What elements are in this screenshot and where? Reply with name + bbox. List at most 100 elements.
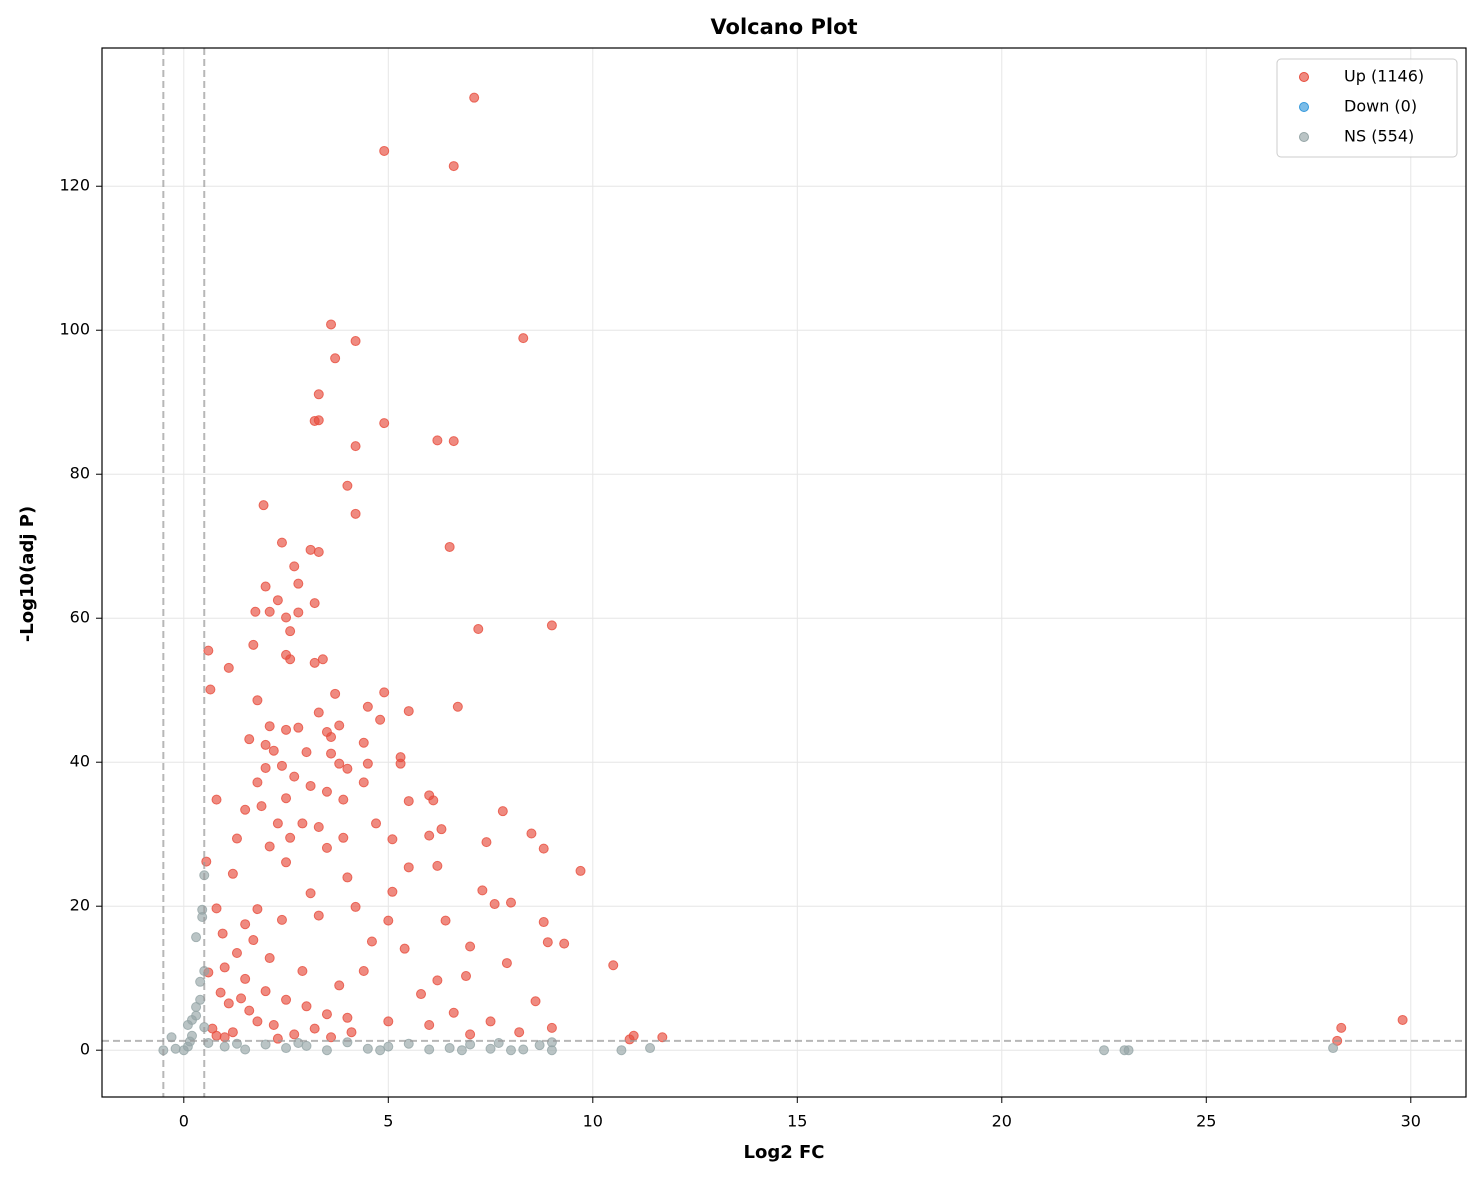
- point: [313, 910, 324, 921]
- legend-marker: [1299, 72, 1309, 82]
- point: [538, 917, 549, 928]
- point: [219, 962, 230, 973]
- legend-box: [1276, 58, 1458, 158]
- point: [191, 932, 202, 943]
- point: [497, 806, 508, 817]
- point: [350, 441, 361, 452]
- point: [1328, 1043, 1339, 1054]
- point: [505, 897, 516, 908]
- point: [456, 1045, 467, 1056]
- point: [252, 904, 263, 915]
- point: [313, 415, 324, 426]
- point: [276, 760, 287, 771]
- point: [285, 626, 296, 637]
- point: [485, 1016, 496, 1027]
- point: [383, 1041, 394, 1052]
- point: [248, 639, 259, 650]
- plot-frame: [101, 47, 1467, 1098]
- legend-label: Down (0): [1344, 97, 1417, 116]
- point: [514, 1027, 525, 1038]
- point: [313, 822, 324, 833]
- point: [305, 888, 316, 899]
- point: [350, 508, 361, 519]
- point: [276, 537, 287, 548]
- point: [395, 758, 406, 769]
- point: [309, 657, 320, 668]
- point: [313, 707, 324, 718]
- point: [240, 919, 251, 930]
- point: [330, 353, 341, 364]
- x-tick-label: 5: [383, 1112, 393, 1131]
- point: [240, 973, 251, 984]
- point: [227, 1027, 238, 1038]
- point: [403, 706, 414, 717]
- point: [201, 856, 212, 867]
- x-tick-label: 30: [1401, 1112, 1421, 1131]
- point: [264, 841, 275, 852]
- point: [293, 607, 304, 618]
- legend-marker: [1299, 132, 1309, 142]
- point: [645, 1043, 656, 1054]
- point: [432, 860, 443, 871]
- point: [379, 418, 390, 429]
- point: [231, 948, 242, 959]
- point: [1099, 1045, 1110, 1056]
- point: [281, 1043, 292, 1054]
- point: [326, 732, 337, 743]
- point: [197, 912, 208, 923]
- point: [272, 818, 283, 829]
- point: [309, 1023, 320, 1034]
- point: [358, 966, 369, 977]
- point: [485, 1043, 496, 1054]
- point: [338, 794, 349, 805]
- point: [313, 546, 324, 557]
- point: [205, 684, 216, 695]
- point: [326, 748, 337, 759]
- point: [534, 1040, 545, 1051]
- point: [440, 915, 451, 926]
- point: [657, 1032, 668, 1043]
- point: [350, 901, 361, 912]
- y-tick-label: 60: [70, 608, 90, 627]
- point: [436, 824, 447, 835]
- point: [305, 780, 316, 791]
- x-tick-label: 0: [179, 1112, 189, 1131]
- point: [301, 1040, 312, 1051]
- point: [240, 1044, 251, 1055]
- point: [489, 899, 500, 910]
- point: [281, 612, 292, 623]
- point: [624, 1034, 635, 1045]
- legend-label: NS (554): [1344, 127, 1414, 146]
- point: [248, 935, 259, 946]
- point: [289, 771, 300, 782]
- point: [281, 724, 292, 735]
- point: [416, 989, 427, 1000]
- point: [227, 868, 238, 879]
- point: [256, 801, 267, 812]
- plot-area: [158, 92, 1408, 1056]
- point: [252, 695, 263, 706]
- point: [505, 1045, 516, 1056]
- point: [403, 862, 414, 873]
- point: [293, 578, 304, 589]
- point: [264, 953, 275, 964]
- point: [321, 842, 332, 853]
- point: [334, 758, 345, 769]
- point: [211, 1030, 222, 1041]
- point: [285, 832, 296, 843]
- point: [301, 747, 312, 758]
- point: [530, 996, 541, 1007]
- y-axis-label: -Log10(adj P): [17, 506, 38, 642]
- point: [321, 1009, 332, 1020]
- point: [219, 1041, 230, 1052]
- point: [258, 500, 269, 511]
- point: [432, 975, 443, 986]
- point: [260, 581, 271, 592]
- point: [358, 777, 369, 788]
- point: [252, 777, 263, 788]
- point: [448, 1007, 459, 1018]
- point: [309, 598, 320, 609]
- point: [244, 734, 255, 745]
- point: [260, 762, 271, 773]
- y-tick-label: 40: [70, 752, 90, 771]
